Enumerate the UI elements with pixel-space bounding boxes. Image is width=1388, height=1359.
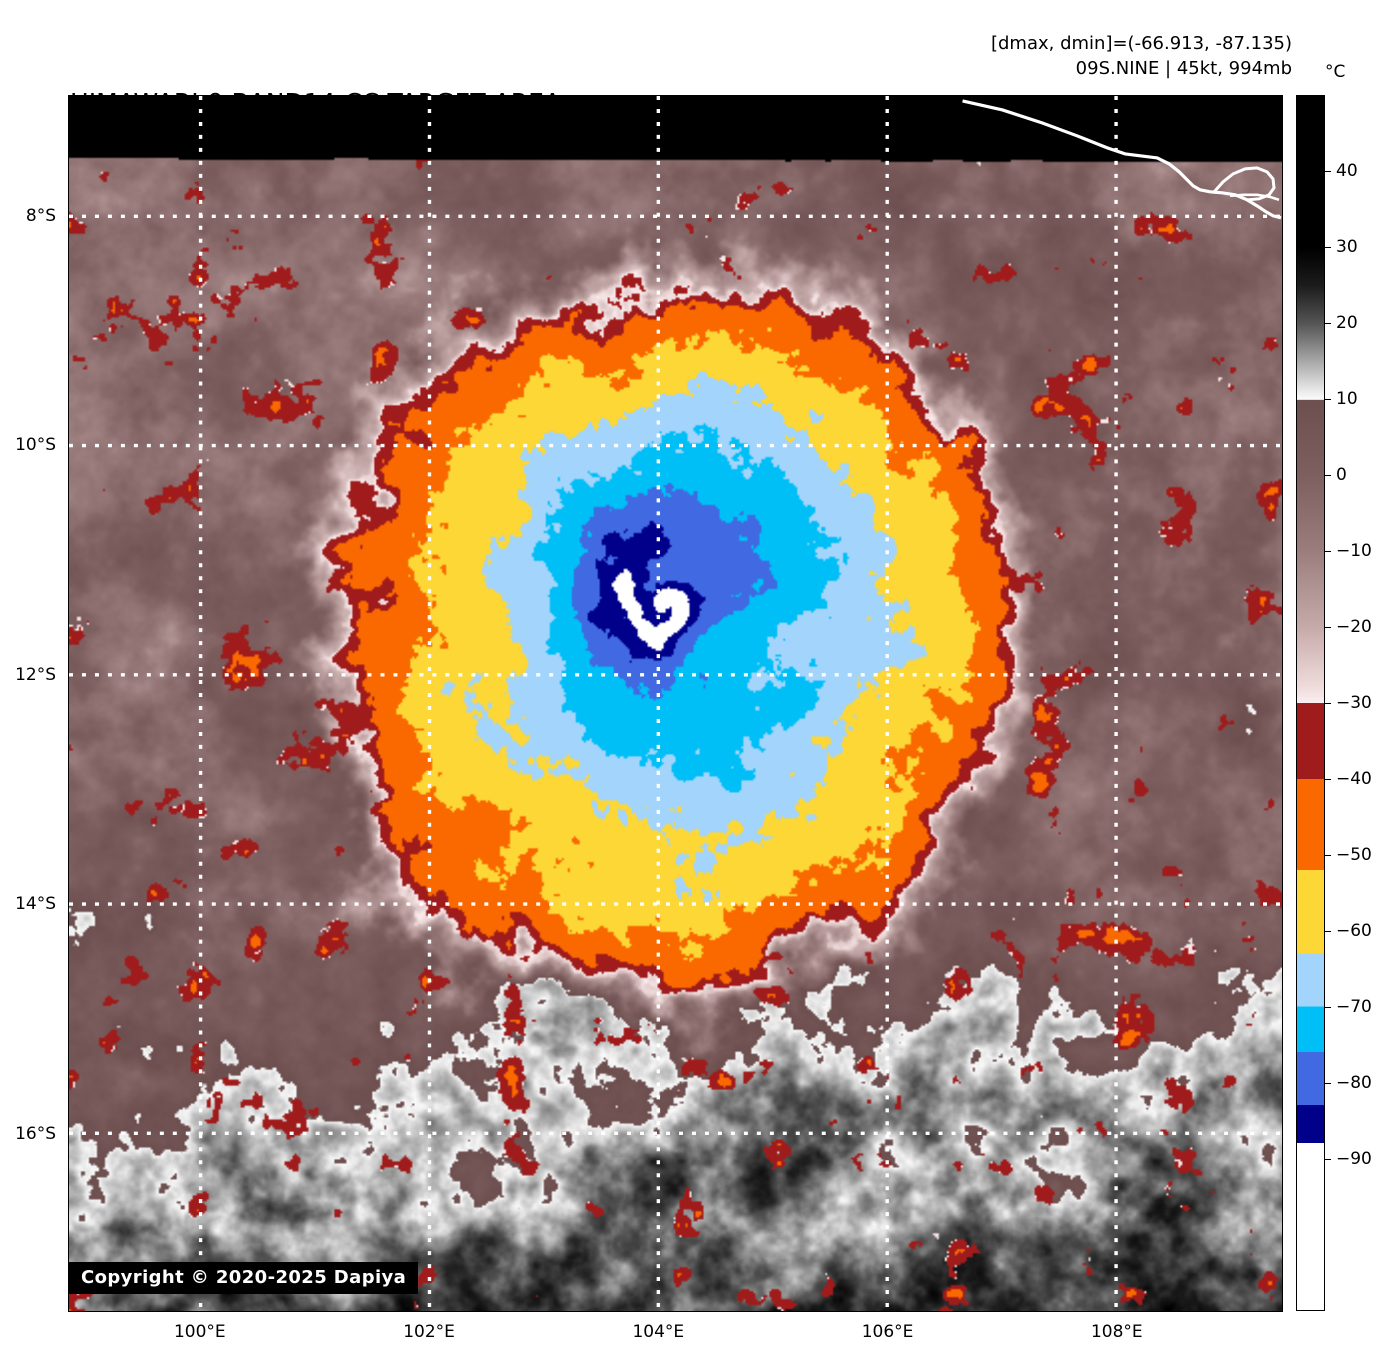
x-axis-tick-label: 100°E [173,1322,226,1342]
dmax-dmin-readout: [dmax, dmin]=(-66.913, -87.135) [990,33,1292,54]
colorbar-units-label: °C [1325,62,1346,82]
y-axis-tick-label: 8°S [25,205,56,226]
coastline-overlay [962,99,1282,220]
colorbar-tick-mark [1325,931,1331,932]
colorbar-tick-mark [1325,551,1331,552]
y-axis-tick-label: 10°S [15,435,56,456]
colorbar-tick-label: −10 [1336,541,1372,561]
colorbar-tick-label: −70 [1336,997,1372,1017]
lat-lon-gridlines [69,96,1282,1311]
x-axis-tick-label: 102°E [403,1322,455,1342]
y-axis-tick-label: 14°S [15,894,56,915]
colorbar-tick-mark [1325,1159,1331,1160]
y-axis-tick-label: 12°S [15,664,56,685]
colorbar-tick-label: −50 [1336,845,1372,865]
satellite-image-plot: Copyright © 2020-2025 Dapiya [68,95,1283,1312]
storm-identifier-readout: 09S.NINE | 45kt, 994mb [1075,58,1292,79]
colorbar-tick-mark [1325,703,1331,704]
colorbar-tick-mark [1325,171,1331,172]
colorbar-tick-label: 10 [1336,389,1358,409]
colorbar-tick-label: −80 [1336,1073,1372,1093]
colorbar-tick-label: 40 [1336,161,1358,181]
colorbar-tick-mark [1325,247,1331,248]
x-axis-tick-label: 106°E [861,1322,914,1342]
colorbar-tick-mark [1325,1007,1331,1008]
colorbar-tick-mark [1325,399,1331,400]
colorbar-tick-label: −20 [1336,617,1372,637]
colorbar-gradient [1297,96,1324,1310]
colorbar-tick-label: 0 [1336,465,1347,485]
colorbar-tick-label: 30 [1336,237,1358,257]
colorbar-tick-mark [1325,779,1331,780]
colorbar-tick-label: 20 [1336,313,1358,333]
colorbar-tick-mark [1325,627,1331,628]
colorbar-tick-mark [1325,475,1331,476]
x-axis-tick-label: 108°E [1090,1322,1143,1342]
colorbar-tick-mark [1325,1083,1331,1084]
colorbar-tick-mark [1325,855,1331,856]
metadata-block: [dmax, dmin]=(-66.913, -87.135) 09S.NINE… [991,31,1292,81]
y-axis-tick-label: 16°S [15,1124,56,1145]
colorbar-tick-mark [1325,323,1331,324]
infrared-brightness-temperature-raster [69,96,1282,1311]
temperature-colorbar [1296,95,1325,1311]
colorbar-tick-label: −90 [1336,1149,1372,1169]
copyright-watermark: Copyright © 2020-2025 Dapiya [69,1262,419,1294]
x-axis-tick-label: 104°E [632,1322,685,1342]
colorbar-tick-label: −60 [1336,921,1372,941]
colorbar-tick-label: −40 [1336,769,1372,789]
colorbar-tick-label: −30 [1336,693,1372,713]
